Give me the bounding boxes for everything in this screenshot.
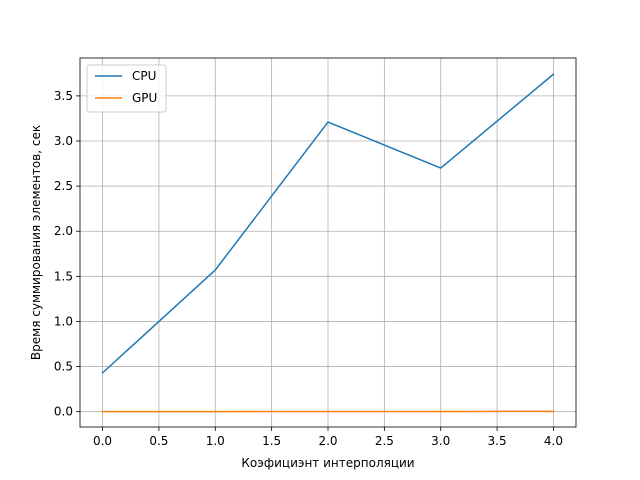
y-tick-label: 0.0 [54,405,73,419]
x-tick-label: 2.0 [318,434,337,448]
legend-label-cpu: CPU [132,69,156,83]
y-tick-label: 1.0 [54,314,73,328]
y-tick-label: 2.0 [54,224,73,238]
x-tick-label: 2.5 [375,434,394,448]
x-tick-label: 0.0 [93,434,112,448]
x-tick-label: 1.5 [262,434,281,448]
x-tick-label: 0.5 [149,434,168,448]
x-axis-ticks: 0.0 0.5 1.0 1.5 2.0 2.5 3.0 3.5 4.0 [93,427,563,448]
x-axis-label: Коэфициэнт интерполяции [241,456,414,470]
series-line-cpu [101,73,555,374]
y-tick-label: 3.0 [54,134,73,148]
y-tick-label: 0.5 [54,360,73,374]
y-axis-label: Время суммирования элементов, сек [29,125,43,360]
x-tick-label: 1.0 [206,434,225,448]
x-tick-label: 4.0 [544,434,563,448]
y-tick-label: 1.5 [54,269,73,283]
legend: CPU GPU [86,64,167,113]
series-lines [101,73,555,413]
y-tick-label: 3.5 [54,89,73,103]
legend-label-gpu: GPU [132,91,157,105]
x-tick-label: 3.0 [431,434,450,448]
x-tick-label: 3.5 [488,434,507,448]
y-axis-ticks: 0.0 0.5 1.0 1.5 2.0 2.5 3.0 3.5 [54,89,80,419]
y-tick-label: 2.5 [54,179,73,193]
